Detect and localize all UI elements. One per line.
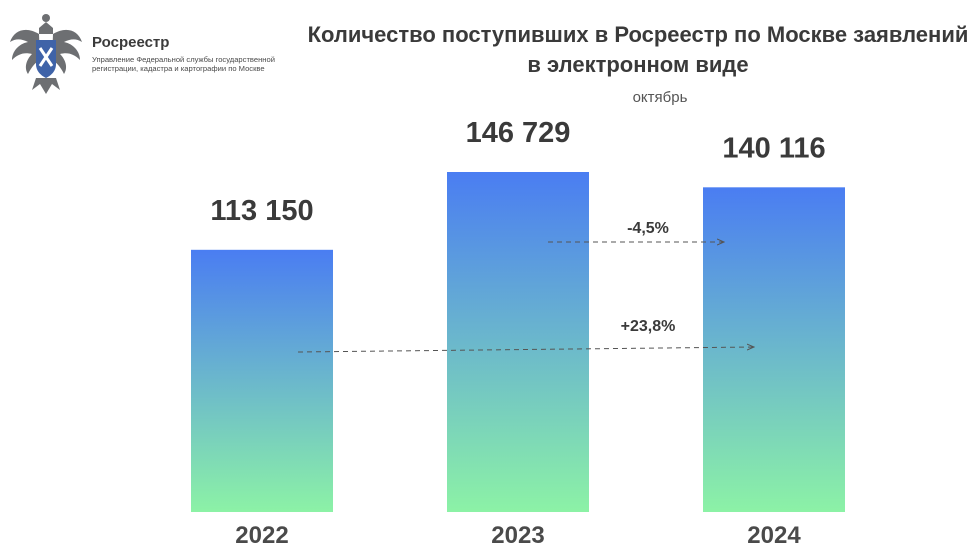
category-label-2023: 2023 (491, 522, 544, 549)
value-label-2022: 113 150 (210, 195, 313, 227)
chart-title: Количество поступивших в Росреестр по Мо… (307, 22, 969, 77)
change-label-1: -4,5% (627, 220, 669, 237)
value-label-2024: 140 116 (722, 132, 825, 164)
category-label-2024: 2024 (747, 522, 801, 549)
change-label-2: +23,8% (621, 318, 676, 335)
org-subtitle: Управление Федеральной службы государств… (92, 55, 275, 73)
bar-2023 (447, 172, 589, 512)
change-arrow-2 (297, 347, 754, 353)
chart-subtitle: октябрь (632, 89, 688, 106)
rosreestr-emblem-icon (10, 14, 82, 94)
bar-2022 (191, 249, 333, 513)
bar-2024 (703, 187, 845, 513)
category-label-2022: 2022 (235, 522, 288, 549)
value-label-2023: 146 729 (466, 117, 571, 149)
org-name: Росреестр (92, 34, 170, 51)
